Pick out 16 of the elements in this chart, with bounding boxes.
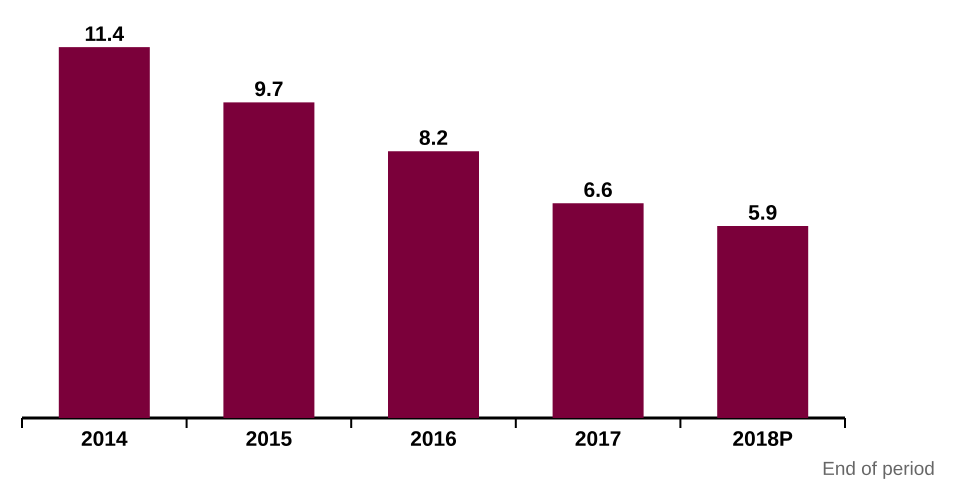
text: End of period: [824, 461, 934, 479]
x-tick-label: 2014: [82, 431, 128, 446]
x-tick-label: 2015: [246, 431, 292, 446]
bar: [58, 47, 150, 418]
data-label: 6.6: [584, 182, 612, 198]
x-tick-label: 2016: [410, 431, 456, 446]
bar: [717, 226, 808, 418]
data-label: 9.7: [255, 81, 283, 96]
bar: [223, 102, 314, 418]
bar: [388, 151, 480, 418]
data-label: 5.9: [748, 205, 776, 220]
x-tick-label: 2017: [576, 431, 620, 446]
x-tick-label: 2018P: [733, 431, 792, 446]
bar: [552, 203, 644, 418]
data-label: 11.4: [86, 26, 124, 41]
data-label: 8.2: [420, 130, 448, 145]
